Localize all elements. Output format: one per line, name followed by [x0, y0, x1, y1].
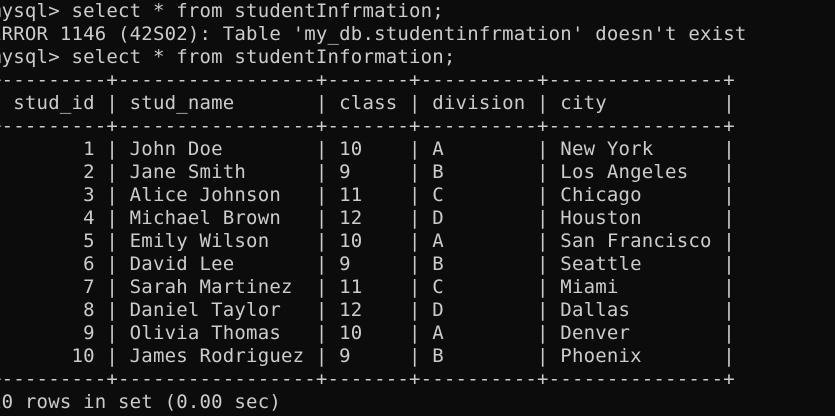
- table-row: | 10 | James Rodriguez | 9 | B | Phoenix…: [0, 345, 735, 367]
- table-row: | 3 | Alice Johnson | 11 | C | Chicago |: [0, 184, 735, 206]
- prompt-command-line: mysql> select * from studentInfrmation;: [0, 0, 444, 22]
- prompt-command-line: mysql> select * from studentInformation;: [0, 46, 456, 68]
- table-row: | 1 | John Doe | 10 | A | New York |: [0, 138, 735, 160]
- error-message-line: ERROR 1146 (42S02): Table 'my_db.student…: [0, 23, 747, 45]
- table-row: | 2 | Jane Smith | 9 | B | Los Angeles |: [0, 161, 735, 183]
- table-row: | 8 | Daniel Taylor | 12 | D | Dallas |: [0, 299, 735, 321]
- table-row: | 6 | David Lee | 9 | B | Seattle |: [0, 253, 735, 275]
- table-row: | 9 | Olivia Thomas | 10 | A | Denver |: [0, 322, 735, 344]
- result-summary-line: 10 rows in set (0.00 sec): [0, 391, 281, 413]
- table-row: | 4 | Michael Brown | 12 | D | Houston |: [0, 207, 735, 229]
- table-header-row: | stud_id | stud_name | class | division…: [0, 92, 735, 114]
- table-border-bottom: +---------+-----------------+-------+---…: [0, 368, 735, 390]
- table-row: | 5 | Emily Wilson | 10 | A | San Franci…: [0, 230, 735, 252]
- table-border-top: +---------+-----------------+-------+---…: [0, 69, 735, 91]
- table-row: | 7 | Sarah Martinez | 11 | C | Miami |: [0, 276, 735, 298]
- table-header-separator: +---------+-----------------+-------+---…: [0, 115, 735, 137]
